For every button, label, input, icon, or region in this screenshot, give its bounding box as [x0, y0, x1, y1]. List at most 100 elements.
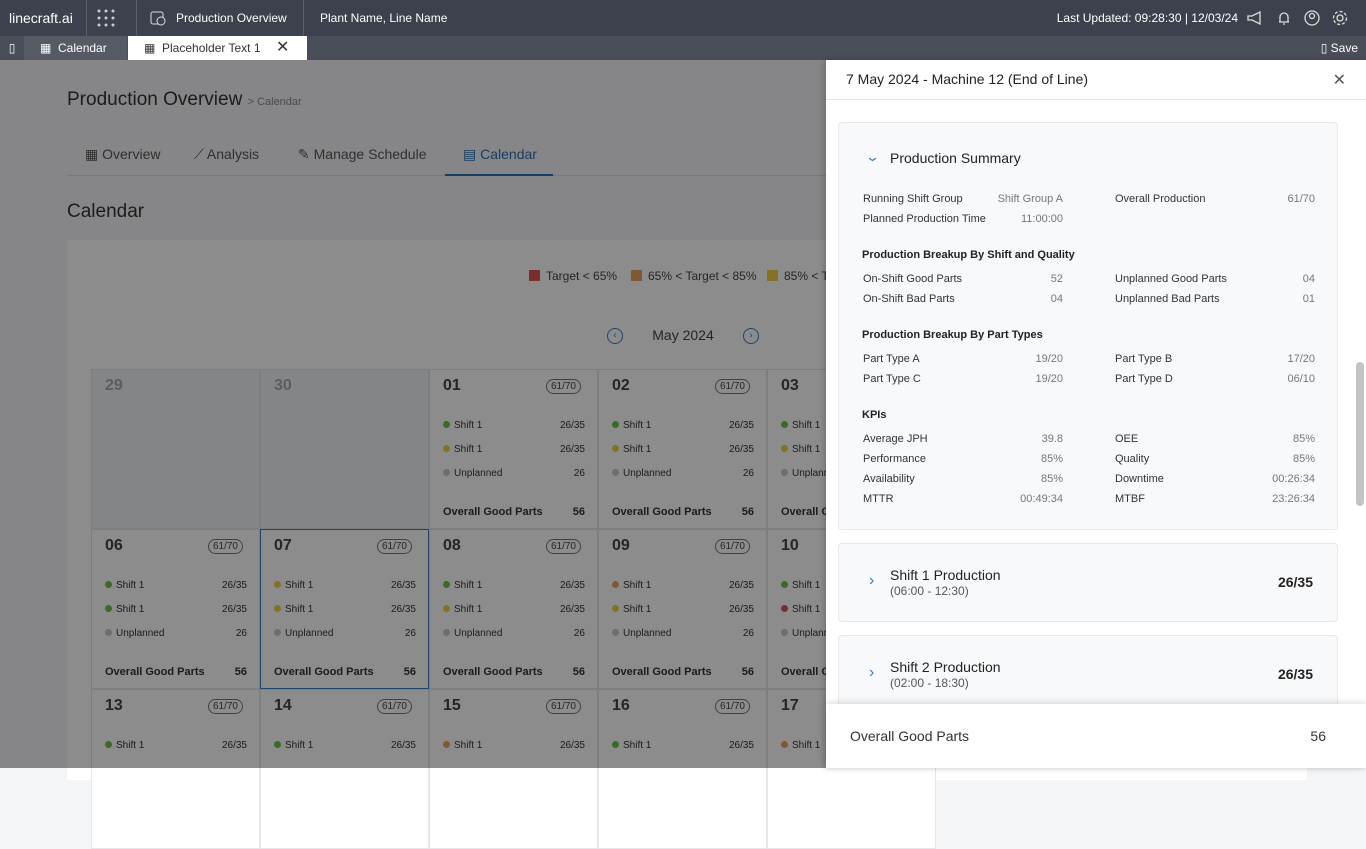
day-badge: 61/70	[545, 379, 581, 394]
legend-label: Target < 65%	[546, 269, 618, 283]
group-heading: Production Breakup By Shift and Quality	[862, 249, 1075, 261]
shift-row: Shift 1 26/35	[612, 419, 754, 433]
shift-card[interactable]: › Shift 2 Production (02:00 - 18:30) 26/35	[838, 635, 1338, 714]
summary-label: On-Shift Good Parts	[863, 273, 963, 285]
shift-value: 26/35	[728, 604, 754, 615]
shift-total: 26/35	[1277, 666, 1313, 682]
shift-name: Shift 1	[792, 444, 821, 455]
nav-tab[interactable]: ⟋ Analysis	[194, 146, 260, 162]
summary-pair: OEE 85%	[1115, 429, 1315, 449]
summary-pair: On-Shift Bad Parts 04	[863, 289, 1063, 309]
summary-label: Planned Production Time	[863, 213, 986, 225]
summary-row: Running Shift Group Shift Group A Overall …	[839, 189, 1339, 209]
next-month[interactable]: ›	[743, 328, 759, 344]
total-row: Overall Good Parts 56	[612, 666, 754, 678]
nav-tab[interactable]: ▦ Overview	[85, 146, 161, 162]
summary-label: Quality	[1115, 453, 1150, 465]
shift-card[interactable]: › Shift 1 Production (06:00 - 12:30) 26/35	[838, 543, 1338, 622]
total-label: Overall Good Parts	[612, 506, 712, 518]
day-cell[interactable]: 08 61/70 Shift 1 26/35 Shift 1 26/35 Unplanned…	[429, 529, 598, 689]
day-cell[interactable]: 09 61/70 Shift 1 26/35 Shift 1 26/35 Unplanned…	[598, 529, 767, 689]
day-number: 14	[274, 697, 292, 714]
active-underline	[445, 174, 553, 176]
summary-label: MTBF	[1115, 493, 1145, 505]
legend-swatch	[767, 270, 778, 281]
shift-name: Shift 1	[792, 604, 821, 615]
status-dot	[105, 629, 112, 636]
tab[interactable]: ▦ Calendar	[24, 36, 127, 60]
breadcrumb[interactable]: > Calendar	[247, 96, 302, 108]
shift-row: Unplanned 26	[105, 627, 247, 641]
summary-title[interactable]: Production Summary	[890, 150, 1021, 166]
shift-row: Shift 1 26/35	[612, 603, 754, 617]
shift-name: Unplanned	[792, 628, 841, 639]
save-button[interactable]: ▯ Save	[1320, 41, 1358, 55]
day-cell[interactable]: 30	[260, 369, 429, 529]
total-value: 56	[741, 666, 754, 678]
day-cell[interactable]: 06 61/70 Shift 1 26/35 Shift 1 26/35 Unplanned…	[91, 529, 260, 689]
status-dot	[612, 741, 619, 748]
shift-time: (02:00 - 18:30)	[890, 676, 969, 690]
status-dot	[443, 605, 450, 612]
shift-name: Shift 1	[116, 740, 145, 751]
expand-chevron[interactable]: ›	[869, 664, 875, 681]
scrollbar[interactable]	[1356, 362, 1364, 506]
day-number: 17	[781, 697, 799, 714]
status-dot	[443, 445, 450, 452]
shift-name: Shift 1	[623, 740, 652, 751]
apps-icon[interactable]	[96, 8, 116, 28]
shift-time: (06:00 - 12:30)	[890, 584, 969, 598]
shift-row: Shift 1 26/35	[612, 579, 754, 593]
day-cell[interactable]: 07 61/70 Shift 1 26/35 Shift 1 26/35 Unplanned…	[260, 529, 429, 689]
day-number: 09	[612, 537, 630, 554]
summary-row: Average JPH 39.8 OEE 85%	[839, 429, 1339, 449]
status-dot	[781, 445, 788, 452]
day-cell[interactable]: 01 61/70 Shift 1 26/35 Shift 1 26/35 Unplanned…	[429, 369, 598, 529]
logo[interactable]: linecraft.ai	[9, 10, 73, 26]
panel-title: 7 May 2024 - Machine 12 (End of Line)	[846, 71, 1089, 87]
summary-value: 39.8	[1041, 433, 1063, 445]
day-badge: 61/70	[714, 379, 750, 394]
nav-tab[interactable]: ▤ Calendar	[463, 146, 537, 162]
summary-value: Shift Group A	[997, 193, 1063, 205]
group-heading: Production Breakup By Part Types	[862, 329, 1043, 341]
summary-pair: On-Shift Good Parts 52	[863, 269, 1063, 289]
month-label: May 2024	[652, 327, 714, 343]
shift-value: 26/35	[390, 740, 416, 751]
summary-value: 00:49:34	[1020, 493, 1063, 505]
nav-tab[interactable]: ✎ Manage Schedule	[298, 146, 427, 162]
shift-row: Shift 1 26/35	[612, 443, 754, 457]
panel-close[interactable]: ✕	[1332, 72, 1346, 89]
shift-value: 26/35	[559, 444, 585, 455]
shift-row: Unplanned 26	[612, 627, 754, 641]
legend-item: Target < 65%	[529, 269, 617, 283]
day-cell[interactable]: 02 61/70 Shift 1 26/35 Shift 1 26/35 Unplanned…	[598, 369, 767, 529]
collapse-chevron[interactable]: ⌄	[864, 149, 881, 164]
shift-title: Shift 1 Production	[890, 567, 1001, 583]
total-label: Overall Good Parts	[443, 506, 543, 518]
location[interactable]: Plant Name, Line Name	[320, 11, 448, 25]
header-icons[interactable]	[1247, 10, 1357, 26]
day-badge: 61/70	[207, 539, 243, 554]
status-dot	[781, 581, 788, 588]
summary-label: Unplanned Good Parts	[1115, 273, 1227, 285]
tab-label: Calendar	[58, 41, 107, 55]
shift-name: Unplanned	[454, 628, 503, 639]
tab-active[interactable]: ▦ Placeholder Text 1 ✕	[128, 36, 307, 60]
tab-toggle[interactable]: ▯	[8, 41, 16, 55]
status-dot	[612, 445, 619, 452]
summary-pair: Part Type D 06/10	[1115, 369, 1315, 389]
day-number: 06	[105, 537, 123, 554]
status-dot	[443, 741, 450, 748]
total-label: Overall Good Parts	[105, 666, 205, 678]
total-label: Overall Good Parts	[274, 666, 374, 678]
tab-close[interactable]: ✕	[276, 39, 290, 56]
shift-value: 26/35	[559, 420, 585, 431]
prev-month[interactable]: ‹	[607, 328, 623, 344]
day-cell[interactable]: 29	[91, 369, 260, 529]
footer-label: Overall Good Parts	[850, 728, 970, 744]
summary-pair: Part Type C 19/20	[863, 369, 1063, 389]
expand-chevron[interactable]: ›	[869, 572, 875, 589]
total-row: Overall Good Parts 56	[105, 666, 247, 678]
shift-name: Shift 1	[792, 580, 821, 591]
